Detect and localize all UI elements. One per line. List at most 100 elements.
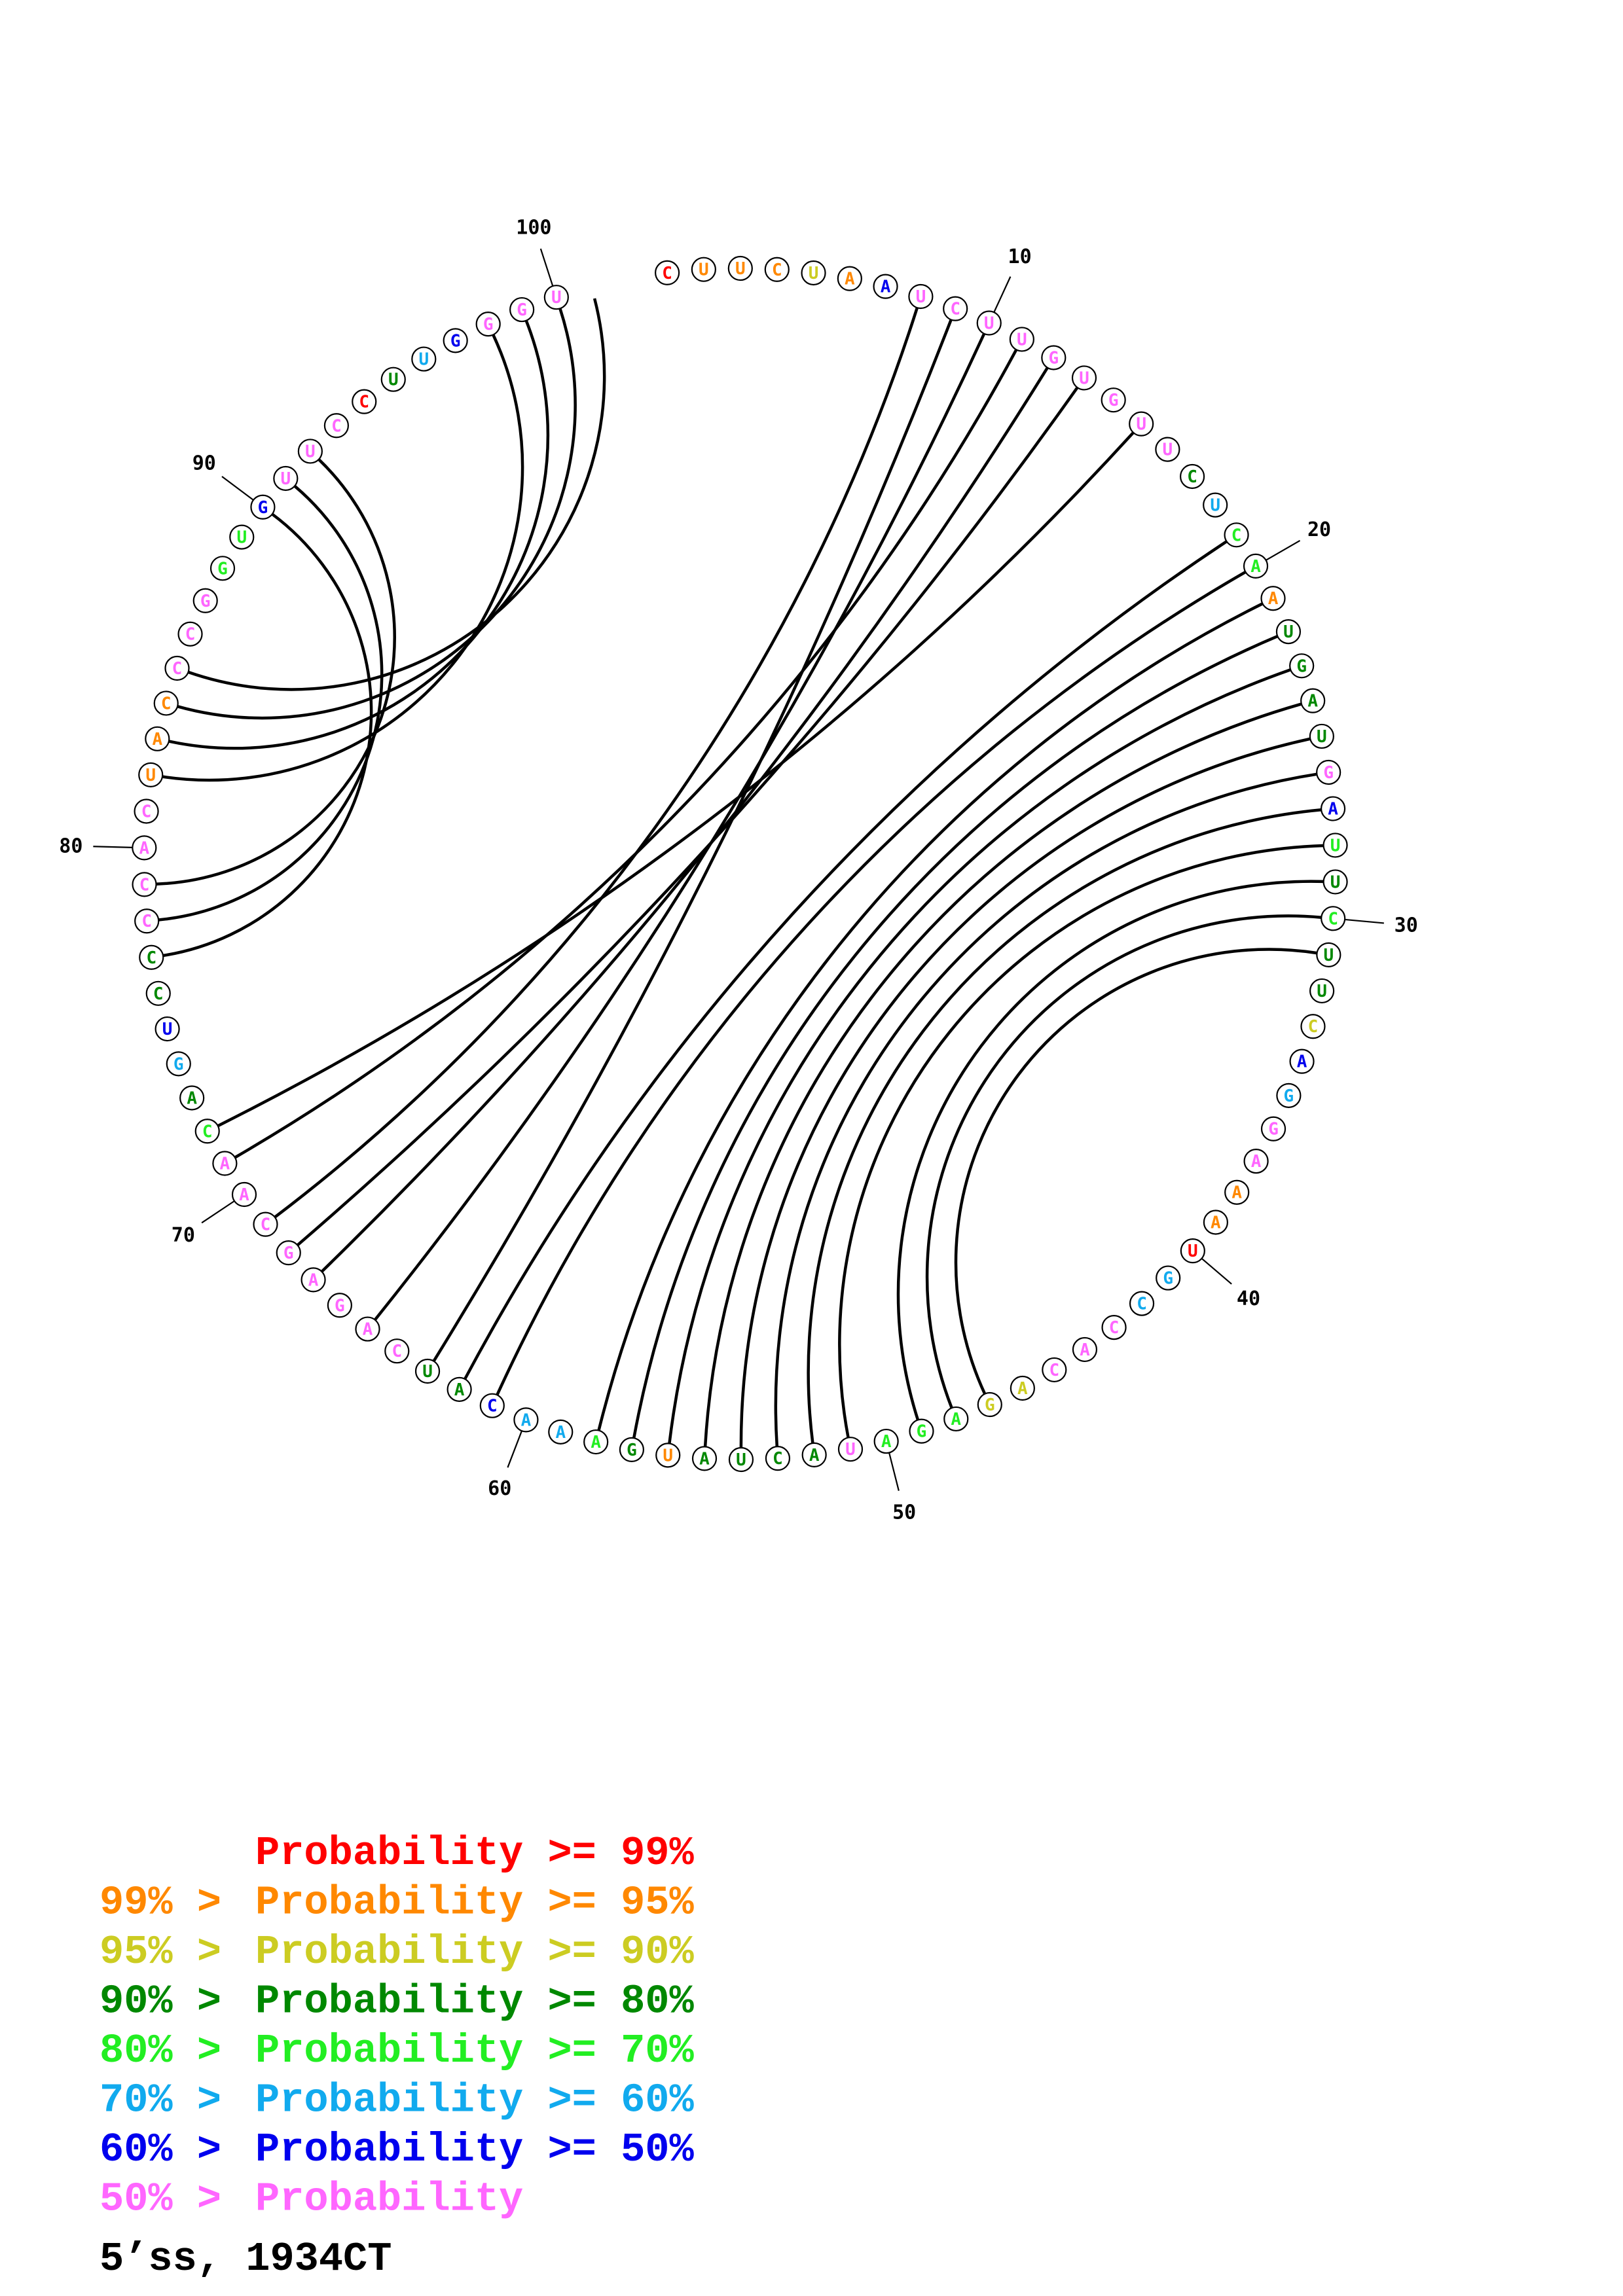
nucleotide-letter: A — [1211, 1213, 1221, 1232]
nucleotide-circle — [210, 556, 236, 581]
nucleotide: U — [380, 367, 406, 392]
nucleotide-letter: C — [773, 1449, 783, 1469]
nucleotide-circle — [1129, 411, 1154, 437]
nucleotide-circle — [139, 944, 164, 970]
nucleotide-letter: G — [1296, 656, 1307, 676]
nucleotide-letter: A — [809, 1446, 820, 1465]
nucleotide-circle — [1203, 1210, 1228, 1235]
nucleotide-circle — [1179, 463, 1205, 490]
nucleotide: U — [691, 257, 716, 282]
nucleotide-letter: U — [736, 1450, 746, 1470]
nucleotide-letter: C — [487, 1397, 498, 1416]
nucleotide-letter: C — [1328, 909, 1338, 929]
nucleotide-circle — [1321, 906, 1346, 931]
tick-line — [201, 1200, 235, 1224]
nucleotide: G — [276, 1240, 301, 1266]
nucleotide-circle — [1224, 522, 1249, 548]
nucleotide-circle — [166, 1051, 191, 1077]
base-pair-arc — [374, 332, 986, 1321]
nucleotide-circle — [253, 1211, 278, 1237]
nucleotide-letter: A — [951, 1410, 961, 1429]
nucleotide-letter: A — [555, 1423, 566, 1443]
nucleotide-circle — [1260, 586, 1286, 611]
nucleotide-circle — [873, 274, 898, 299]
base-pair-arc — [739, 737, 1311, 1448]
nucleotide: C — [194, 1119, 220, 1144]
nucleotide: G — [327, 1293, 352, 1318]
nucleotide-circle — [273, 465, 299, 492]
nucleotide-letter: G — [1049, 348, 1059, 368]
nucleotide: A — [801, 1442, 827, 1467]
nucleotide-letter: A — [1250, 557, 1261, 577]
nucleotide-letter: C — [392, 1342, 402, 1361]
nucleotide-circle — [250, 494, 276, 520]
nucleotide-letter: C — [146, 948, 156, 968]
nucleotide-letter: C — [161, 694, 172, 713]
nucleotide: U — [1322, 833, 1348, 858]
nucleotide: U — [728, 1446, 754, 1473]
nucleotide: U — [273, 465, 299, 492]
tick-label: 100 — [516, 217, 551, 240]
nucleotide-circle — [509, 296, 535, 323]
nucleotide-letter: A — [1251, 1152, 1262, 1172]
nucleotide: G — [475, 312, 501, 337]
nucleotide: A — [873, 274, 898, 299]
nucleotide: A — [212, 1151, 238, 1176]
nucleotide: A — [1224, 1179, 1250, 1205]
nucleotide: U — [727, 255, 753, 281]
nucleotide: A — [1243, 553, 1269, 579]
nucleotide-circle — [479, 1393, 505, 1418]
nucleotide-letter: C — [172, 659, 183, 679]
nucleotide-letter: U — [418, 350, 429, 370]
nucleotide: G — [1041, 345, 1067, 370]
base-pair-arc — [807, 808, 1322, 1444]
nucleotide-letter: C — [1231, 526, 1242, 545]
nucleotide-circle — [134, 908, 160, 934]
tick-line — [507, 1430, 522, 1468]
legend-entry: Probability >= 90% — [255, 1929, 695, 1975]
nucleotide-letter: G — [200, 592, 211, 611]
nucleotide: A — [1203, 1210, 1228, 1235]
nucleotide-circle — [1072, 1336, 1098, 1363]
nucleotide: U — [1129, 411, 1154, 437]
nucleotide-letter: C — [359, 393, 369, 412]
nucleotide-letter: U — [1017, 330, 1027, 350]
nucleotide-ring: C U U C U A AUCUUGUGUUCUCAAUGAUGAUUCUUCAGGAAAU… — [132, 255, 1348, 1473]
nucleotide-circle — [1289, 1049, 1315, 1074]
nucleotide-circle — [655, 1443, 681, 1468]
nucleotide-letter: A — [1017, 1379, 1028, 1399]
nucleotide-letter: U — [162, 1020, 173, 1039]
nucleotide-circle — [276, 1240, 301, 1266]
nucleotide-circle — [1042, 1357, 1067, 1383]
nucleotide-letter: C — [331, 416, 342, 436]
nucleotide: G — [1260, 1116, 1286, 1141]
nucleotide: C — [764, 257, 790, 282]
nucleotide: C — [765, 1446, 791, 1471]
nucleotide: C — [1042, 1357, 1067, 1383]
nucleotide: G — [1276, 1083, 1302, 1108]
nucleotide-letter: A — [308, 1270, 319, 1290]
nucleotide-letter: C — [772, 260, 782, 280]
nucleotide-letter: A — [454, 1380, 465, 1400]
nucleotide-circle — [1180, 1238, 1205, 1264]
nucleotide-letter: U — [1210, 496, 1220, 516]
nucleotide-circle — [212, 1151, 238, 1176]
nucleotide-circle — [323, 413, 350, 439]
nucleotide-circle — [1289, 653, 1315, 679]
base-pair-arc — [838, 844, 1324, 1438]
nucleotide-circle — [164, 655, 190, 681]
tick-label: 20 — [1307, 518, 1331, 541]
nucleotide: G — [1101, 387, 1126, 413]
base-pair-arc — [156, 458, 396, 886]
nucleotide-circle — [513, 1407, 539, 1433]
nucleotide-circle — [155, 1016, 180, 1042]
nucleotide-letter: U — [388, 370, 399, 390]
nucleotide: U — [1316, 942, 1341, 967]
nucleotide: C — [253, 1211, 278, 1237]
base-pair-arc — [432, 319, 953, 1362]
nucleotide-circle — [297, 439, 323, 464]
nucleotide-circle — [1316, 942, 1341, 967]
nucleotide: U — [414, 1358, 441, 1384]
nucleotide: U — [801, 260, 826, 286]
legend-prefix: 50% > — [100, 2176, 221, 2223]
